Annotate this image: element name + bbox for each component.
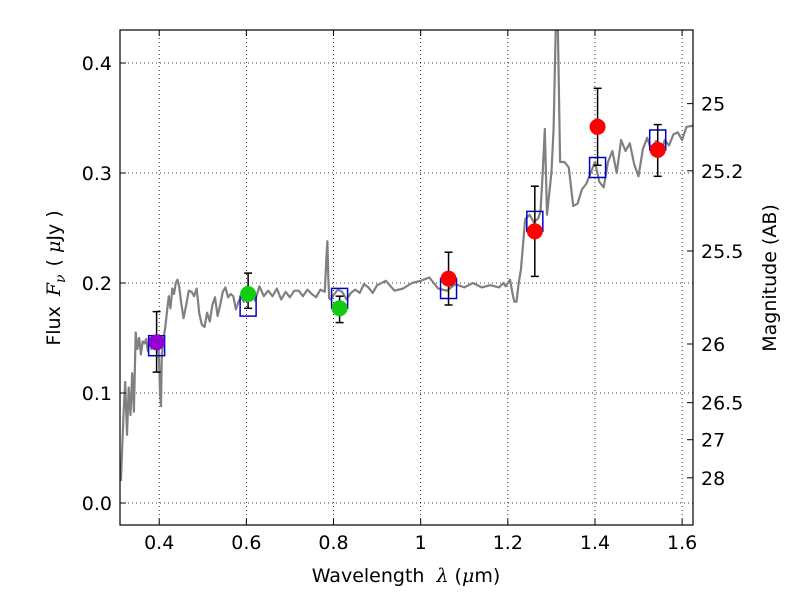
- data-point: [240, 286, 257, 302]
- y2-tick-label: 25: [701, 94, 725, 116]
- y-tick-label: 0.1: [82, 383, 112, 405]
- data-point: [148, 334, 165, 351]
- y2-tick-label: 25.2: [701, 161, 743, 183]
- y2-tick-label: 26.5: [701, 393, 743, 415]
- y-tick-label: 0.0: [82, 493, 112, 515]
- data-point: [331, 300, 348, 317]
- axes-frame: [119, 29, 694, 526]
- y2-tick-label: 25.5: [701, 241, 743, 263]
- plot-area: [120, 30, 693, 482]
- x-tick-label: 0.4: [144, 532, 174, 554]
- data-point: [440, 270, 457, 287]
- y-tick-label: 0.4: [82, 53, 112, 75]
- data-point: [589, 118, 606, 135]
- y-tick-label: 0.2: [82, 273, 112, 295]
- ticks: 0.4 0.6 0.8 1 1.2 1.4 1.6 0.0 0.1 0.2 0.3 0.4 25 25.2…: [82, 30, 743, 554]
- x-axis-label: Wavelength λ (μm): [312, 565, 501, 587]
- y2-tick-label: 26: [701, 334, 725, 356]
- x-tick-label: 1.4: [580, 532, 610, 554]
- clipped-series: [120, 30, 693, 482]
- x-tick-label: 1.2: [493, 532, 523, 554]
- y2-tick-label: 27: [701, 430, 725, 452]
- grid: [120, 30, 693, 525]
- y2-axis-label: Magnitude (AB): [759, 204, 781, 352]
- x-tick-label: 0.8: [318, 532, 348, 554]
- x-tick-label: 1: [415, 532, 427, 554]
- x-tick-label: 1.6: [667, 532, 697, 554]
- sed-template-line: [120, 30, 693, 482]
- x-tick-label: 0.6: [231, 532, 261, 554]
- y-axis-label: FluxFν( μJy ): [43, 210, 69, 345]
- data-point: [526, 223, 543, 240]
- data-point: [649, 141, 666, 158]
- y2-tick-label: 28: [701, 468, 725, 490]
- y-tick-label: 0.3: [82, 163, 112, 185]
